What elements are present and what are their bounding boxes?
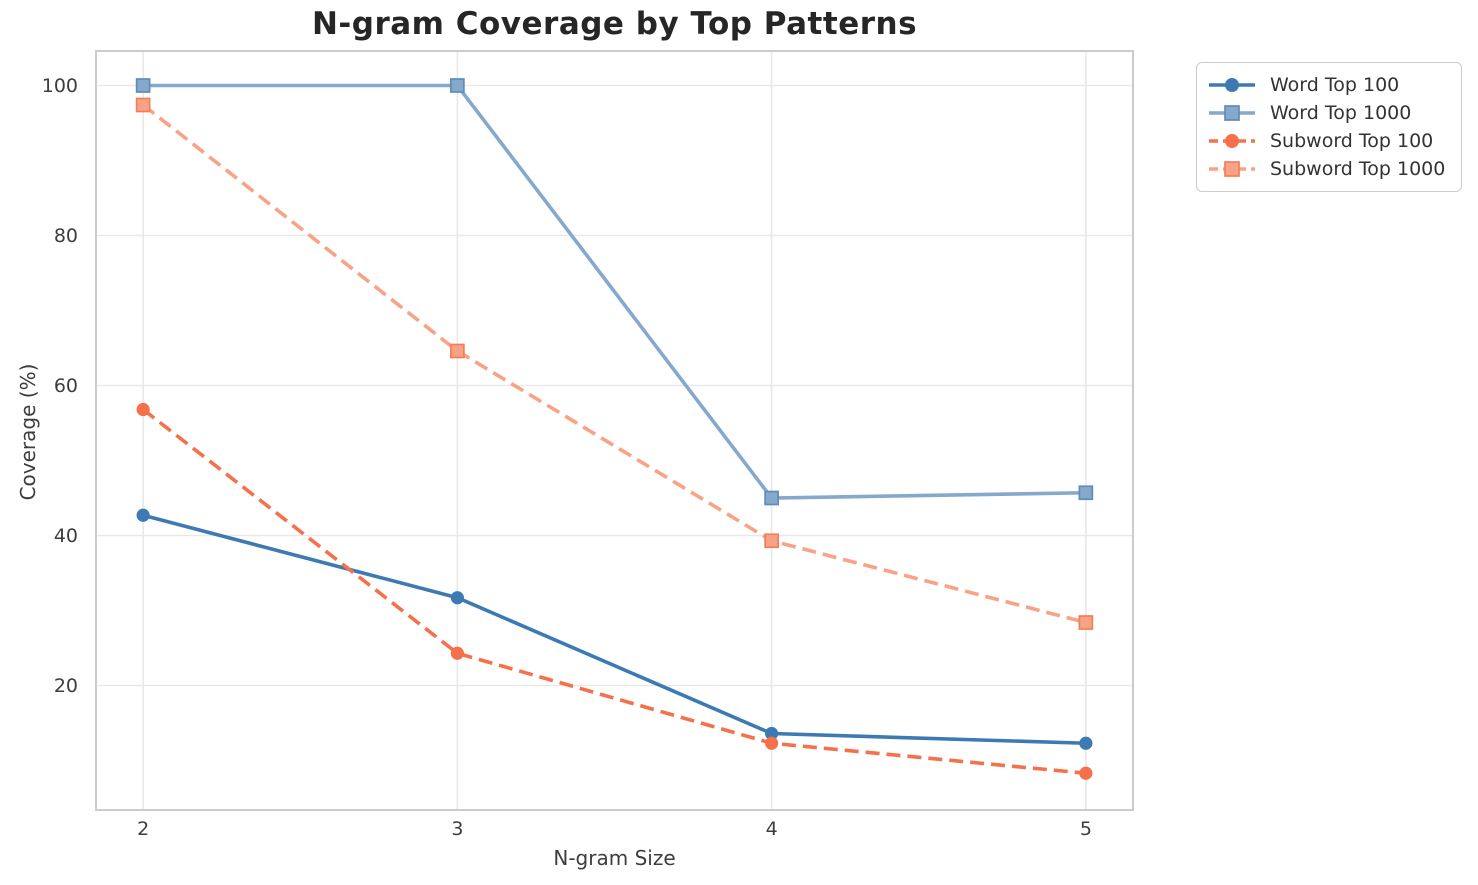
marker-circle-subword-top-100 (450, 646, 464, 660)
legend-item-subword-top-100: Subword Top 100 (1207, 127, 1451, 155)
legend-item-word-top-1000: Word Top 1000 (1207, 99, 1451, 127)
marker-circle-word-top-100 (136, 508, 150, 522)
series-line-subword-top-100 (142, 408, 1087, 776)
y-tick-label-40: 40 (54, 525, 78, 547)
y-axis-label: Coverage (%) (16, 363, 40, 501)
series-line-word-top-1000 (143, 83, 1086, 500)
marker-square-subword-top-1000 (764, 533, 779, 549)
series-line-subword-top-1000 (142, 103, 1087, 625)
legend-label: Subword Top 1000 (1270, 158, 1446, 180)
y-tick-label-60: 60 (54, 375, 78, 397)
x-tick-label-3: 3 (451, 818, 463, 840)
marker-circle-word-top-100 (1079, 736, 1093, 750)
legend-label: Word Top 100 (1270, 74, 1400, 96)
marker-circle-subword-top-100 (765, 736, 779, 750)
marker-circle-word-top-100 (450, 591, 464, 605)
legend-swatch-shape (1225, 78, 1239, 92)
x-tick-label-2: 2 (137, 818, 149, 840)
legend-swatch-line-square-icon (1209, 105, 1255, 121)
legend-item-subword-top-1000: Subword Top 1000 (1207, 155, 1451, 183)
legend-label: Subword Top 100 (1270, 130, 1434, 152)
marker-circle-word-top-100 (765, 726, 779, 741)
x-tick-label-4: 4 (766, 818, 778, 840)
marker-square-word-top-1000 (1078, 485, 1094, 501)
legend-swatch-shape (1224, 161, 1240, 177)
legend-swatch-shape (1224, 105, 1240, 121)
y-tick-label-80: 80 (54, 225, 78, 247)
legend-swatch-dashed-square-icon (1209, 161, 1255, 177)
legend-label: Word Top 1000 (1270, 102, 1412, 124)
marker-circle-subword-top-100 (136, 402, 150, 417)
legend-swatch-shape (1225, 134, 1239, 148)
marker-square-subword-top-1000 (450, 343, 465, 359)
x-axis-label: N-gram Size (553, 846, 676, 870)
chart-title: N-gram Coverage by Top Patterns (311, 6, 918, 42)
marker-square-subword-top-1000 (135, 97, 151, 113)
legend-swatch-dashed-circle-icon (1209, 134, 1255, 148)
series-line-word-top-100 (142, 513, 1086, 746)
marker-circle-subword-top-100 (1079, 766, 1093, 780)
y-tick-label-20: 20 (54, 675, 78, 697)
marker-square-word-top-1000 (135, 78, 151, 93)
legend-swatch-line-circle-icon (1209, 78, 1255, 92)
marker-square-subword-top-1000 (1078, 615, 1094, 630)
y-tick-label-100: 100 (42, 75, 78, 97)
legend: Word Top 100 Word Top 1000 Subword Top 1… (1196, 62, 1462, 192)
legend-item-word-top-100: Word Top 100 (1207, 71, 1451, 99)
marker-square-word-top-1000 (764, 490, 779, 506)
axes-spines (95, 50, 1134, 811)
marker-square-word-top-1000 (450, 78, 465, 93)
x-tick-label-5: 5 (1080, 818, 1092, 840)
